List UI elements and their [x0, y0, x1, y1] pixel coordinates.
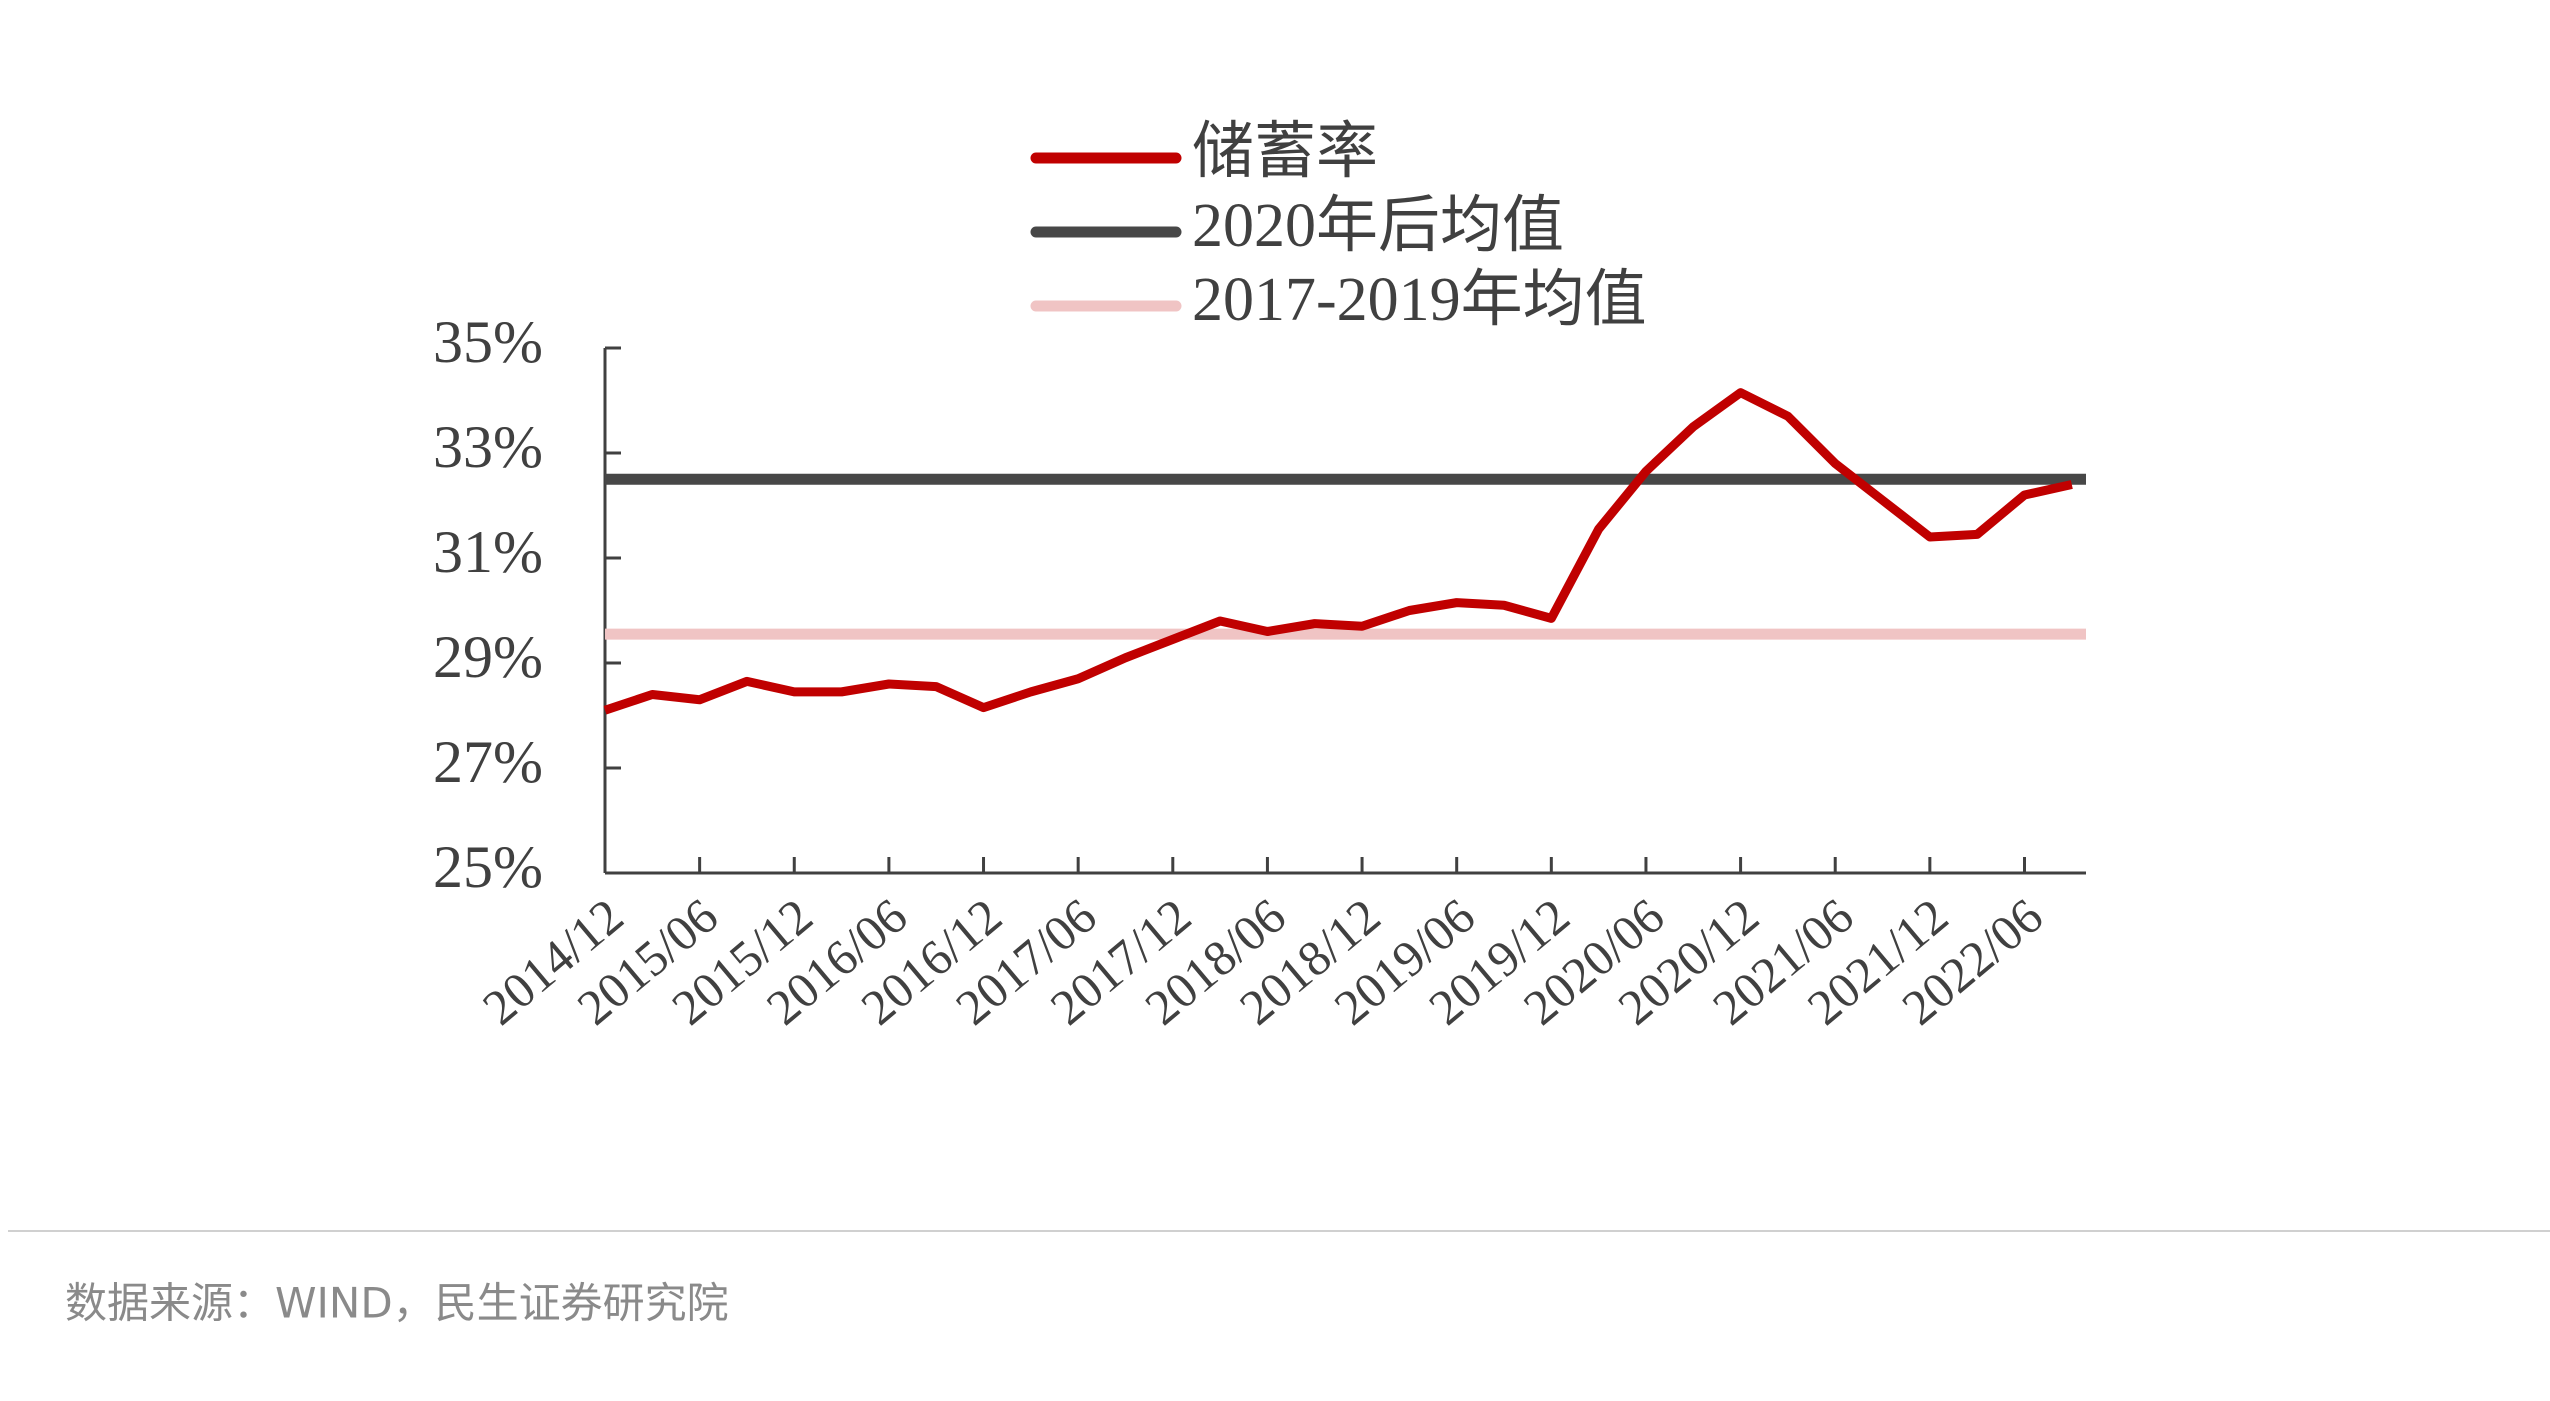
legend-label: 2020年后均值 [1192, 192, 1564, 260]
legend-label: 储蓄率 [1192, 118, 1378, 186]
y-tick-label: 25% [433, 834, 543, 900]
legend-label: 2017-2019年均值 [1192, 266, 1647, 334]
data-line [603, 388, 2073, 715]
y-tick-label: 29% [433, 624, 543, 690]
y-tick-label: 27% [433, 729, 543, 795]
y-tick-label: 33% [433, 414, 543, 480]
source-note: 数据来源：WIND，民生证券研究院 [65, 1279, 729, 1328]
y-tick-label: 35% [433, 309, 543, 375]
y-tick-label: 31% [433, 519, 543, 585]
